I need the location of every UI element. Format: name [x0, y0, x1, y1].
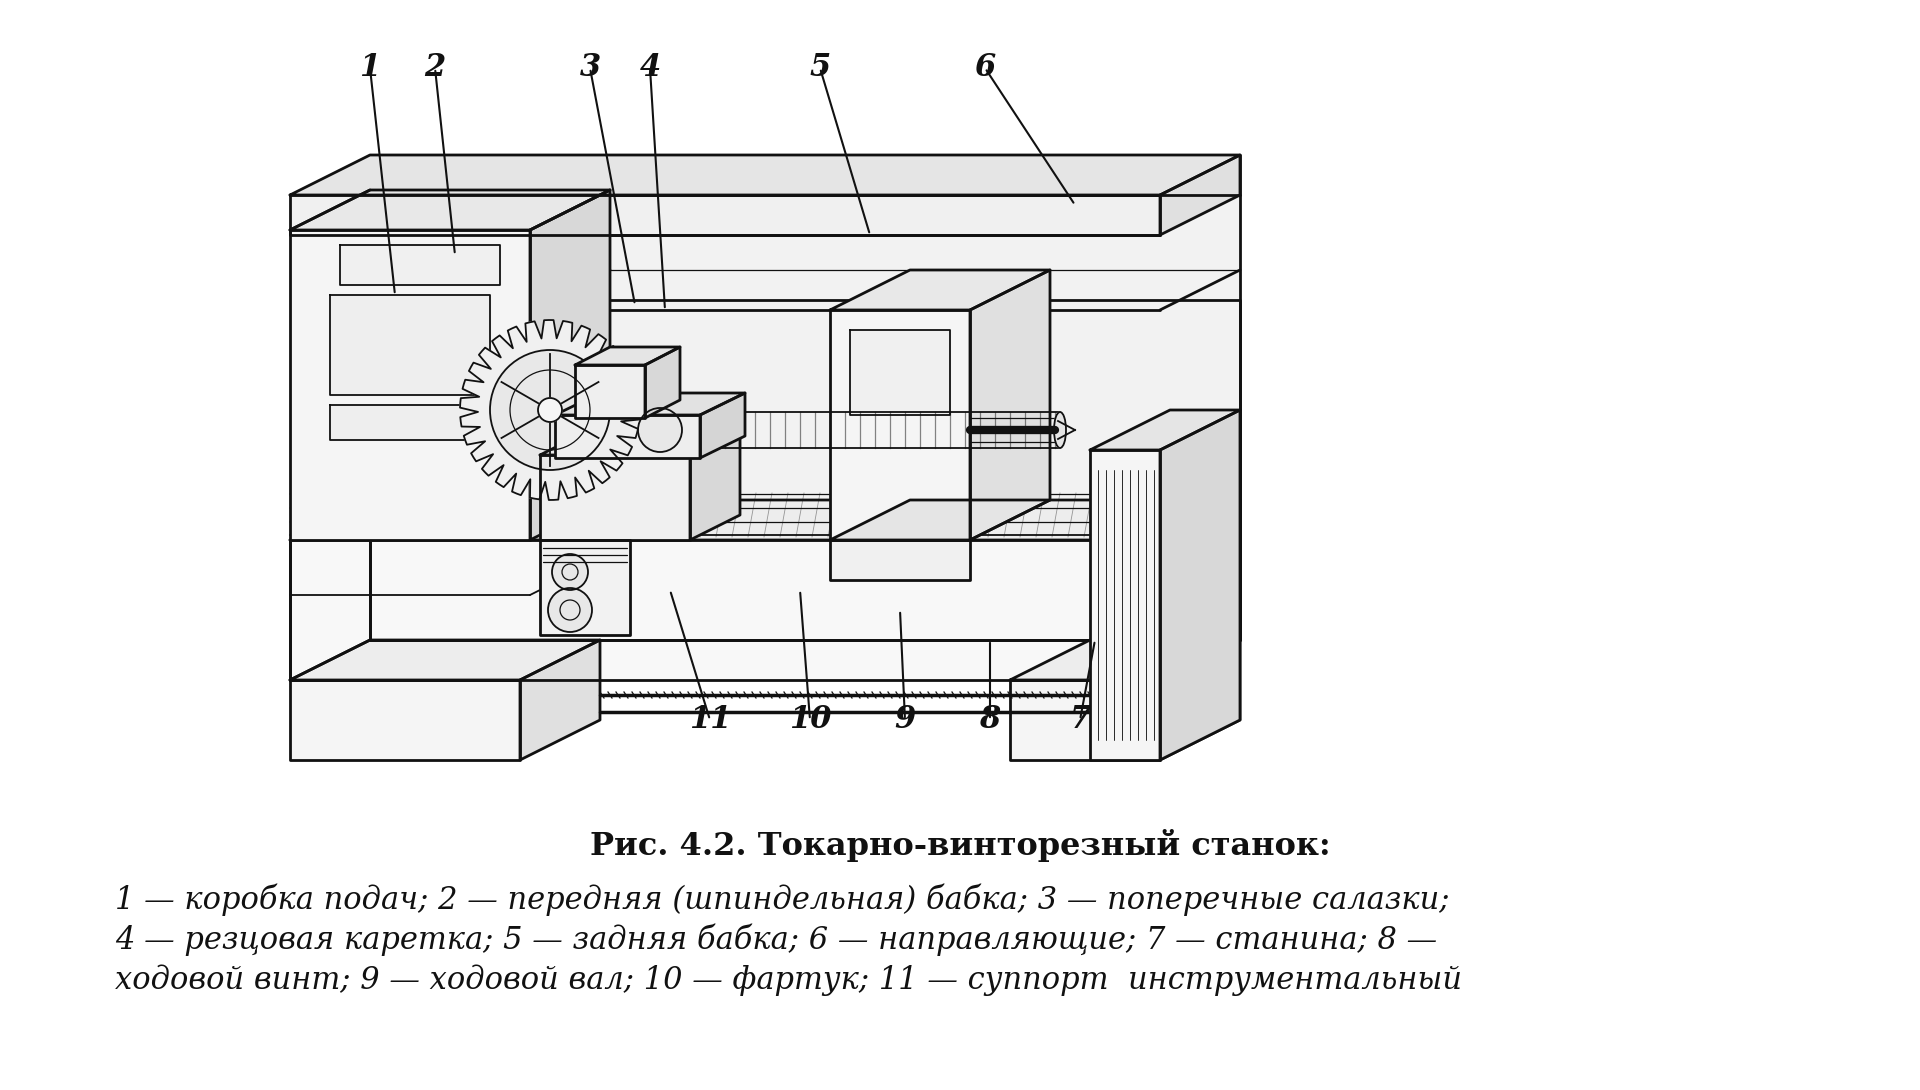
- Polygon shape: [540, 540, 630, 635]
- Ellipse shape: [1054, 412, 1066, 448]
- Polygon shape: [330, 405, 490, 440]
- Polygon shape: [970, 270, 1050, 540]
- Polygon shape: [1091, 450, 1160, 760]
- Text: 9: 9: [895, 704, 916, 736]
- Circle shape: [553, 554, 588, 590]
- Polygon shape: [1010, 640, 1240, 680]
- Text: 5: 5: [810, 52, 831, 84]
- Polygon shape: [1160, 640, 1240, 760]
- Polygon shape: [574, 347, 680, 365]
- Polygon shape: [851, 330, 950, 415]
- Polygon shape: [290, 230, 530, 540]
- Polygon shape: [829, 270, 1050, 310]
- Polygon shape: [540, 429, 739, 455]
- Polygon shape: [290, 500, 1240, 540]
- Polygon shape: [574, 365, 645, 417]
- Text: 8: 8: [979, 704, 1000, 736]
- Polygon shape: [290, 680, 520, 760]
- Text: 10: 10: [789, 704, 831, 736]
- Text: 7: 7: [1069, 704, 1091, 736]
- Polygon shape: [829, 500, 1050, 540]
- Circle shape: [490, 350, 611, 470]
- Ellipse shape: [655, 412, 666, 448]
- Polygon shape: [1160, 500, 1240, 680]
- Polygon shape: [555, 415, 701, 458]
- Polygon shape: [461, 320, 639, 500]
- Text: 4: 4: [639, 52, 660, 84]
- Polygon shape: [1160, 155, 1240, 235]
- Polygon shape: [689, 429, 739, 540]
- Text: 3: 3: [580, 52, 601, 84]
- Polygon shape: [290, 195, 1160, 235]
- Polygon shape: [829, 310, 970, 540]
- Polygon shape: [1010, 680, 1160, 760]
- Polygon shape: [290, 540, 1160, 680]
- Polygon shape: [371, 300, 1240, 640]
- Polygon shape: [520, 640, 599, 760]
- Circle shape: [547, 588, 591, 632]
- Polygon shape: [290, 640, 599, 680]
- Polygon shape: [371, 155, 1240, 640]
- Text: 6: 6: [973, 52, 996, 84]
- Polygon shape: [540, 455, 689, 540]
- Polygon shape: [701, 393, 745, 458]
- Polygon shape: [290, 190, 611, 230]
- Text: ходовой винт; 9 — ходовой вал; 10 — фартук; 11 — суппорт  инструментальный: ходовой винт; 9 — ходовой вал; 10 — фарт…: [115, 965, 1461, 996]
- Polygon shape: [340, 245, 499, 284]
- Polygon shape: [1091, 410, 1240, 450]
- Polygon shape: [555, 393, 745, 415]
- Text: Рис. 4.2. Токарно-винторезный станок:: Рис. 4.2. Токарно-винторезный станок:: [589, 828, 1331, 861]
- Polygon shape: [330, 295, 490, 395]
- Polygon shape: [290, 155, 1240, 195]
- Circle shape: [538, 398, 563, 422]
- Polygon shape: [1160, 410, 1240, 760]
- Text: 1 — коробка подач; 2 — передняя (шпиндельная) бабка; 3 — поперечные салазки;: 1 — коробка подач; 2 — передняя (шпиндел…: [115, 884, 1450, 917]
- Polygon shape: [829, 540, 970, 580]
- Text: 1: 1: [359, 52, 380, 84]
- Text: 4 — резцовая каретка; 5 — задняя бабка; 6 — направляющие; 7 — станина; 8 —: 4 — резцовая каретка; 5 — задняя бабка; …: [115, 923, 1438, 956]
- Text: 11: 11: [689, 704, 732, 736]
- Text: 2: 2: [424, 52, 445, 84]
- Circle shape: [637, 408, 682, 452]
- Polygon shape: [530, 190, 611, 540]
- Polygon shape: [645, 347, 680, 417]
